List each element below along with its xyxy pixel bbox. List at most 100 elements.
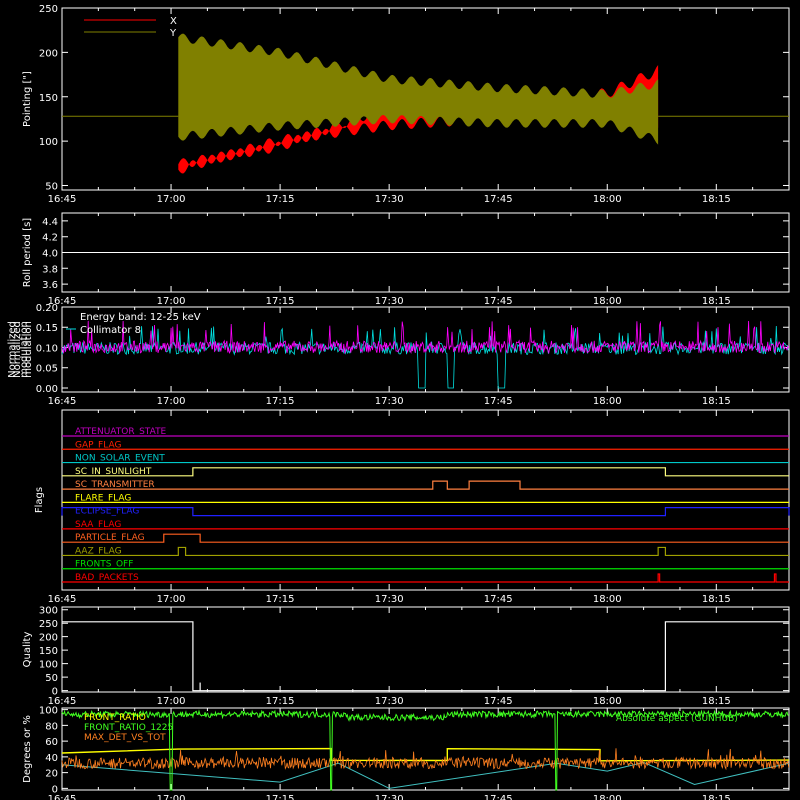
roll-x-tick-label: 17:00 — [157, 296, 186, 307]
ratios-y-axis-label: Degrees or % — [22, 715, 33, 783]
modulation-x-tick-label: 17:45 — [484, 396, 513, 407]
ratios-x-tick-label: 17:00 — [157, 794, 186, 800]
ratios-x-tick-label: 18:00 — [593, 794, 622, 800]
roll-y-tick-label: 4.4 — [42, 217, 58, 228]
flags-x-tick-label: 17:00 — [157, 594, 186, 605]
pointing-y-tick-label: 100 — [39, 137, 58, 148]
flag-line-particle-flag — [62, 533, 789, 543]
flags-x-tick-label: 16:45 — [48, 594, 77, 605]
pointing-y-axis-label: Pointing ["] — [22, 71, 33, 127]
ratios-legend-label-front-ratio: FRONT_RATIO — [84, 713, 146, 723]
flag-label-eclipse-flag: ECLIPSE_FLAG — [75, 507, 139, 517]
modulation-x-tick-label: 18:15 — [702, 396, 731, 407]
ratios-x-tick-label: 18:15 — [702, 794, 731, 800]
roll-x-tick-label: 18:15 — [702, 296, 731, 307]
pointing-y-tick-label: 200 — [39, 48, 58, 59]
flag-label-attenuator-state: ATTENUATOR_STATE — [75, 427, 167, 437]
roll-y-tick-label: 4.2 — [42, 233, 58, 244]
flag-label-gap-flag: GAP_FLAG — [75, 440, 121, 450]
modulation-x-tick-label: 16:45 — [48, 396, 77, 407]
flags-x-tick-label: 18:15 — [702, 594, 731, 605]
pointing-legend-label-y: Y — [169, 28, 177, 39]
ratios-y-tick-label: 40 — [45, 753, 58, 764]
flag-label-sc-transmitter: SC_TRANSMITTER — [75, 480, 155, 490]
ratios-y-tick-label: 60 — [45, 737, 58, 748]
modulation-series-magenta — [61, 320, 790, 355]
pointing-series-y — [178, 33, 659, 145]
quality-y-tick-label: 150 — [39, 646, 58, 657]
modulation-annotation-collimator: Collimator 8 — [80, 325, 141, 336]
quality-y-tick-label: 300 — [39, 606, 58, 617]
quality-x-tick-label: 16:45 — [48, 696, 77, 707]
ratios-y-tick-label: 0 — [52, 784, 58, 795]
flags-y-axis-label: Flags — [34, 487, 45, 513]
quality-y-tick-label: 250 — [39, 619, 58, 630]
flag-label-particle-flag: PARTICLE_FLAG — [75, 533, 145, 543]
ratios-annotation-aspect: Absolute aspect (GUNHUB) — [616, 714, 738, 724]
quality-x-tick-label: 17:45 — [484, 696, 513, 707]
flag-line-sc-in-sunlight — [62, 467, 789, 477]
ratios-legend-label-max-det-vs-tot: MAX_DET_VS_TOT — [84, 733, 166, 743]
flags-x-tick-label: 17:30 — [375, 594, 404, 605]
roll-x-tick-label: 18:00 — [593, 296, 622, 307]
pointing-x-tick-label: 18:00 — [593, 194, 622, 205]
modulation-y-axis-label-2: modulation — [19, 321, 30, 378]
roll-x-tick-label: 17:30 — [375, 296, 404, 307]
modulation-y-tick-label: 0.15 — [36, 323, 58, 334]
flag-line-bad-packets — [62, 573, 789, 583]
flag-label-flare-flag: FLARE_FLAG — [75, 493, 131, 503]
flag-label-sc-in-sunlight: SC_IN_SUNLIGHT — [75, 467, 152, 477]
modulation-y-axis-label: Normalizedmodulation — [12, 321, 34, 378]
quality-series-line — [62, 621, 789, 692]
pointing-y-tick-label: 250 — [39, 4, 58, 15]
pointing-x-tick-label: 18:15 — [702, 194, 731, 205]
roll-x-tick-label: 17:15 — [266, 296, 295, 307]
quality-x-tick-label: 18:00 — [593, 696, 622, 707]
flag-label-saa-flag: SAA_FLAG — [75, 520, 121, 530]
ratios-x-tick-label: 16:45 — [48, 794, 77, 800]
flag-label-non-solar-event: NON_SOLAR_EVENT — [75, 454, 165, 464]
quality-x-tick-label: 17:00 — [157, 696, 186, 707]
ratios-series-front-ratio — [61, 747, 790, 762]
modulation-y-tick-label: 0.00 — [36, 384, 58, 395]
ratios-y-tick-label: 100 — [39, 706, 58, 717]
modulation-y-tick-label: 0.10 — [36, 343, 58, 354]
ratios-x-tick-label: 17:15 — [266, 794, 295, 800]
flag-label-bad-packets: BAD_PACKETS — [75, 573, 139, 583]
flags-frame — [61, 409, 790, 591]
quality-y-axis-label: Quality — [22, 632, 33, 668]
quality-y-tick-label: 200 — [39, 633, 58, 644]
pointing-x-tick-label: 16:45 — [48, 194, 77, 205]
flags-x-tick-label: 17:15 — [266, 594, 295, 605]
flag-line-sc-transmitter — [62, 480, 789, 490]
flag-line-aaz-flag — [62, 546, 789, 557]
quality-frame — [61, 606, 790, 693]
modulation-y-axis-label: Normalized — [7, 321, 18, 378]
ratios-y-tick-label: 20 — [45, 769, 58, 780]
ratios-x-tick-label: 17:30 — [375, 794, 404, 800]
modulation-x-tick-label: 17:30 — [375, 396, 404, 407]
quality-x-tick-label: 17:15 — [266, 696, 295, 707]
pointing-x-tick-label: 17:30 — [375, 194, 404, 205]
quality-y-tick-label: 0 — [52, 687, 58, 698]
pointing-y-tick-label: 50 — [45, 182, 58, 193]
flag-label-aaz-flag: AAZ_FLAG — [75, 546, 122, 556]
roll-y-tick-label: 3.6 — [42, 280, 58, 291]
pointing-legend-label-x: X — [170, 16, 177, 27]
quality-y-tick-label: 50 — [45, 673, 58, 684]
roll-y-axis-label: Roll period [s] — [22, 218, 33, 287]
roll-x-tick-label: 17:45 — [484, 296, 513, 307]
roll-x-tick-label: 16:45 — [48, 296, 77, 307]
flag-label-fronts-off: FRONTS_OFF — [75, 560, 133, 570]
pointing-series-x — [178, 65, 659, 174]
modulation-y-tick-label: 0.20 — [36, 303, 58, 314]
modulation-annotation-energy: Energy band: 12-25 keV — [80, 312, 201, 323]
roll-y-tick-label: 3.8 — [42, 264, 58, 275]
modulation-x-tick-label: 18:00 — [593, 396, 622, 407]
pointing-x-tick-label: 17:00 — [157, 194, 186, 205]
quality-y-tick-label: 100 — [39, 660, 58, 671]
roll-y-tick-label: 4.0 — [42, 249, 58, 260]
flags-x-tick-label: 18:00 — [593, 594, 622, 605]
pointing-y-tick-label: 150 — [39, 93, 58, 104]
